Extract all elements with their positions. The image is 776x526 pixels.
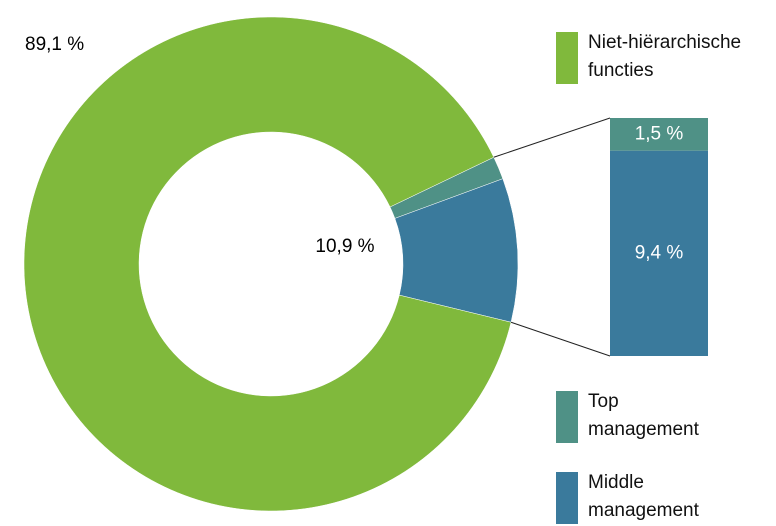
legend-item: Middle management	[556, 472, 728, 525]
legend-label: Niet-hiërarchische functies	[588, 32, 742, 81]
group-label: 10,9 %	[315, 236, 374, 257]
connector-line	[510, 321, 611, 357]
legend-swatch	[556, 32, 578, 84]
legend-label: Middle management	[588, 472, 699, 521]
legend-item: Niet-hiërarchische functies	[556, 32, 776, 85]
legend-swatch	[556, 472, 578, 524]
slice-label: 89,1 %	[25, 34, 84, 55]
legend-item: Top management	[556, 391, 728, 444]
bar-label: 1,5 %	[635, 123, 684, 144]
legend-swatch	[556, 391, 578, 443]
bar-label: 9,4 %	[635, 242, 684, 263]
connector-line	[493, 117, 611, 158]
legend-label: Top management	[588, 391, 699, 440]
donut-slice	[23, 16, 512, 512]
breakout-bar	[610, 118, 708, 151]
breakout-bar	[610, 150, 708, 356]
